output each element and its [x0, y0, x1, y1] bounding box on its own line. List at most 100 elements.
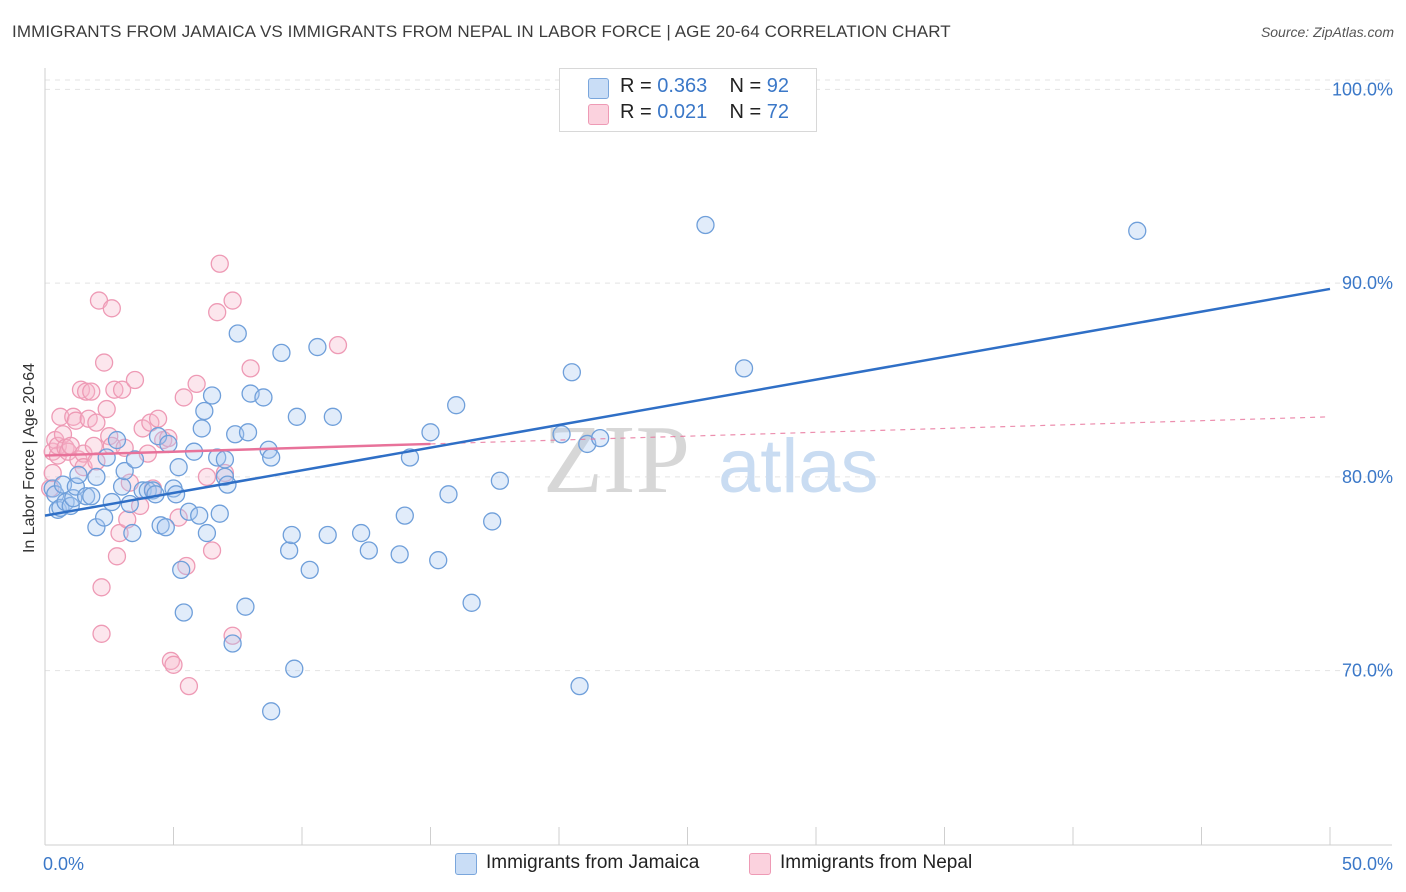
- y-tick-label: 100.0%: [1332, 79, 1393, 99]
- jamaica-point: [590, 428, 610, 448]
- jamaica-point: [318, 525, 337, 545]
- y-tick-label: 70.0%: [1342, 661, 1393, 681]
- n-label: N =: [729, 75, 762, 97]
- jamaica-point: [87, 467, 106, 487]
- jamaica-swatch: [455, 853, 477, 875]
- jamaica-point: [236, 597, 255, 616]
- jamaica-point: [308, 337, 327, 357]
- jamaica-point: [172, 560, 191, 580]
- jamaica-point: [272, 343, 291, 363]
- jamaica-points: [43, 78, 1147, 721]
- nepal-point: [43, 463, 62, 483]
- jamaica-point: [115, 461, 134, 481]
- nepal-point: [223, 291, 242, 310]
- jamaica-point: [97, 448, 116, 467]
- jamaica-point: [112, 477, 132, 496]
- jamaica-point: [87, 518, 106, 537]
- jamaica-swatch: [588, 78, 609, 99]
- jamaica-point: [359, 541, 378, 560]
- y-tick-label: 90.0%: [1342, 273, 1393, 293]
- nepal-point: [202, 541, 222, 560]
- jamaica-point: [696, 215, 715, 235]
- source-label: Source: ZipAtlas.com: [1260, 24, 1394, 40]
- jamaica-point: [123, 523, 142, 543]
- jamaica-point: [120, 494, 139, 514]
- jamaica-point: [285, 659, 304, 678]
- nepal-point: [125, 370, 145, 390]
- n-value: 92: [766, 75, 790, 97]
- jamaica-point: [174, 603, 193, 622]
- jamaica-trend-line: [44, 287, 1331, 517]
- jamaica-point: [238, 423, 258, 442]
- jamaica-point: [462, 593, 481, 612]
- jamaica-point: [94, 508, 114, 527]
- nepal-point: [164, 655, 183, 674]
- nepal-point: [92, 578, 111, 597]
- jamaica-point: [190, 506, 209, 525]
- jamaica-point: [156, 518, 175, 537]
- nepal-point: [112, 380, 132, 399]
- jamaica-point: [179, 502, 199, 521]
- r-label: R =: [620, 101, 652, 123]
- nepal-trend-line: [44, 442, 431, 457]
- nepal-point: [105, 380, 124, 399]
- nepal-point: [87, 413, 106, 432]
- n-label: N =: [729, 101, 762, 123]
- jamaica-point: [570, 676, 589, 696]
- trend-lines: [44, 287, 1331, 517]
- jamaica-point: [195, 401, 214, 421]
- jamaica-point: [395, 506, 414, 525]
- stats-legend: R = 0.363 N = 92 R = 0.021 N = 72: [559, 68, 817, 132]
- nepal-point: [107, 547, 127, 566]
- jamaica-point: [279, 541, 299, 560]
- nepal-point: [208, 303, 227, 322]
- jamaica-point: [159, 434, 178, 454]
- nepal-point: [223, 626, 242, 645]
- tick-labels: 70.0% 80.0% 90.0% 100.0% 0.0% 50.0%: [43, 79, 1393, 874]
- jamaica-point: [562, 363, 581, 382]
- nepal-point: [97, 399, 116, 419]
- jamaica-point: [197, 523, 217, 543]
- jamaica-point: [202, 386, 222, 405]
- jamaica-point: [1128, 221, 1147, 240]
- nepal-point: [94, 353, 114, 372]
- jamaica-point: [734, 359, 754, 378]
- nepal-point: [210, 254, 229, 273]
- nepal-point: [110, 523, 129, 543]
- jamaica-point: [287, 407, 307, 426]
- nepal-point: [215, 463, 235, 483]
- jamaica-point: [282, 525, 301, 545]
- jamaica-point: [439, 485, 458, 504]
- x-tick-label: 50.0%: [1342, 854, 1393, 874]
- jamaica-label: Immigrants from Jamaica: [486, 852, 700, 873]
- jamaica-point: [215, 450, 235, 469]
- nepal-point: [92, 624, 111, 643]
- jamaica-point: [107, 430, 127, 450]
- y-tick-label: 80.0%: [1342, 467, 1393, 487]
- jamaica-point: [429, 551, 448, 570]
- jamaica-point: [210, 504, 229, 523]
- r-label: R =: [620, 75, 652, 97]
- nepal-swatch: [588, 104, 609, 125]
- nepal-point: [76, 382, 96, 401]
- jamaica-point: [223, 634, 242, 653]
- jamaica-point: [300, 560, 319, 580]
- nepal-point: [328, 335, 348, 355]
- n-value: 72: [766, 101, 790, 123]
- chart-title: IMMIGRANTS FROM JAMAICA VS IMMIGRANTS FR…: [12, 22, 951, 41]
- jamaica-point: [262, 702, 281, 721]
- jamaica-point: [323, 407, 342, 426]
- jamaica-point: [69, 465, 88, 485]
- jamaica-point: [490, 471, 510, 490]
- nepal-point: [187, 374, 206, 394]
- r-value: 0.021: [657, 101, 708, 123]
- jamaica-point: [76, 487, 96, 506]
- nepal-point: [102, 299, 121, 318]
- jamaica-point: [351, 523, 371, 543]
- jamaica-point: [125, 450, 145, 469]
- x-tick-label: 0.0%: [43, 854, 84, 874]
- nepal-point: [148, 409, 168, 428]
- nepal-point: [82, 382, 101, 401]
- r-value: 0.363: [657, 75, 708, 97]
